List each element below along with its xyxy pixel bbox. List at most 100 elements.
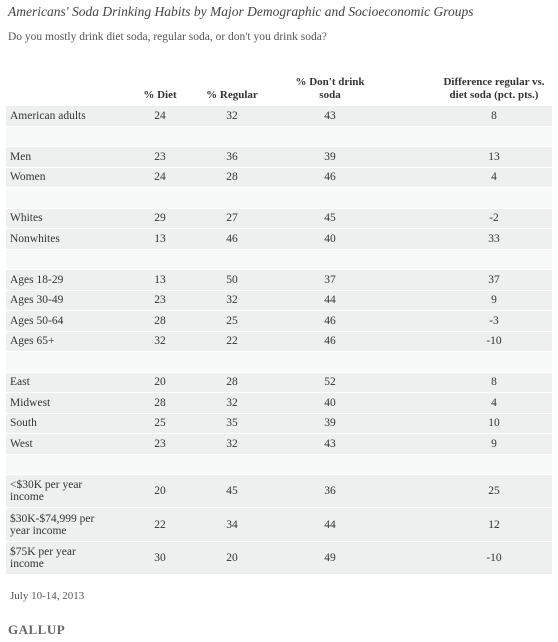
table-row: Nonwhites 13 46 40 33: [6, 229, 552, 250]
footnote: July 10-14, 2013: [10, 590, 85, 602]
cell-value: 52: [324, 376, 336, 389]
cell-value: 8: [491, 109, 497, 122]
table-row: West 23 32 43 9: [6, 434, 552, 455]
cell-value: 32: [154, 335, 166, 348]
cell-value: 33: [488, 232, 500, 245]
row-label: $75K per year income: [10, 545, 76, 570]
cell-value: 13: [488, 150, 500, 163]
cell-value: 44: [324, 518, 336, 531]
cell-value: 23: [154, 150, 166, 163]
cell-value: 37: [488, 273, 500, 286]
cell-value: 39: [324, 150, 336, 163]
table-row: Whites 29 27 45 -2: [6, 208, 552, 229]
subtitle: Do you mostly drink diet soda, regular s…: [8, 31, 327, 43]
table-row: American adults 24 32 43 8: [6, 106, 552, 127]
cell-value: 28: [154, 396, 166, 409]
cell-value: 45: [226, 485, 238, 498]
cell-value: 25: [154, 417, 166, 430]
row-label: $30K-$74,999 per year income: [10, 512, 95, 537]
table-row: Ages 50-64 28 25 46 -3: [6, 311, 552, 332]
cell-value: 36: [324, 485, 336, 498]
spacer-row: [6, 249, 552, 270]
cell-value: 37: [324, 273, 336, 286]
cell-value: 28: [226, 171, 238, 184]
spacer-row: [6, 352, 552, 373]
cell-value: 46: [324, 335, 336, 348]
cell-value: 20: [154, 376, 166, 389]
cell-value: -10: [486, 551, 502, 564]
cell-value: 46: [324, 314, 336, 327]
spacer-row: [6, 188, 552, 209]
cell-value: 32: [226, 396, 238, 409]
row-label: Whites: [10, 212, 43, 225]
row-label: Ages 65+: [10, 335, 55, 348]
cell-value: 25: [488, 485, 500, 498]
cell-value: 40: [324, 232, 336, 245]
row-label: Midwest: [10, 396, 51, 409]
spacer-row: [6, 126, 552, 147]
table-row: Ages 65+ 32 22 46 -10: [6, 331, 552, 352]
table-row: Ages 30-49 23 32 44 9: [6, 290, 552, 311]
column-header: % Diet: [143, 89, 177, 101]
cell-value: 9: [491, 294, 497, 307]
cell-value: 43: [324, 437, 336, 450]
cell-value: 10: [488, 417, 500, 430]
cell-value: 40: [324, 396, 336, 409]
row-label: South: [10, 417, 37, 430]
cell-value: 45: [324, 212, 336, 225]
cell-value: 20: [226, 551, 238, 564]
table-row: $75K per year income 30 20 49 -10: [6, 541, 552, 576]
cell-value: 50: [226, 273, 238, 286]
cell-value: 44: [324, 294, 336, 307]
table-row: $30K-$74,999 per year income 22 34 44 12: [6, 508, 552, 542]
row-label: American adults: [10, 109, 86, 122]
table-row: Women 24 28 46 4: [6, 167, 552, 188]
table-row: South 25 35 39 10: [6, 413, 552, 434]
row-label: Nonwhites: [10, 232, 60, 245]
cell-value: 24: [154, 171, 166, 184]
cell-value: 28: [226, 376, 238, 389]
cell-value: 22: [154, 518, 166, 531]
cell-value: 32: [226, 109, 238, 122]
row-label: Women: [10, 171, 46, 184]
row-label: Ages 30-49: [10, 294, 64, 307]
cell-value: 29: [154, 212, 166, 225]
cell-value: 30: [154, 551, 166, 564]
cell-value: 34: [226, 518, 238, 531]
cell-value: 27: [226, 212, 238, 225]
cell-value: 12: [488, 518, 500, 531]
row-label: East: [10, 376, 30, 389]
cell-value: 28: [154, 314, 166, 327]
cell-value: 25: [226, 314, 238, 327]
cell-value: 9: [491, 437, 497, 450]
cell-value: -3: [489, 314, 499, 327]
row-label: Ages 50-64: [10, 314, 64, 327]
cell-value: 13: [154, 273, 166, 286]
cell-value: 23: [154, 294, 166, 307]
cell-value: -2: [489, 212, 499, 225]
cell-value: 35: [226, 417, 238, 430]
cell-value: 32: [226, 294, 238, 307]
cell-value: -10: [486, 335, 502, 348]
cell-value: 46: [324, 171, 336, 184]
table-row: Men 23 36 39 13: [6, 147, 552, 168]
column-header: % Don't drink soda: [295, 76, 365, 101]
row-label: Ages 18-29: [10, 273, 64, 286]
column-header: % Regular: [206, 89, 258, 101]
table-row: <$30K per year income 20 45 36 25: [6, 475, 552, 509]
cell-value: 4: [491, 396, 497, 409]
spacer-row: [6, 454, 552, 475]
row-label: Men: [10, 150, 32, 163]
cell-value: 23: [154, 437, 166, 450]
cell-value: 39: [324, 417, 336, 430]
row-label: West: [10, 437, 33, 450]
column-header: Difference regular vs. diet soda (pct. p…: [443, 76, 545, 101]
title: Americans' Soda Drinking Habits by Major…: [8, 4, 474, 19]
cell-value: 36: [226, 150, 238, 163]
table-row: East 20 28 52 8: [6, 372, 552, 393]
cell-value: 49: [324, 551, 336, 564]
cell-value: 22: [226, 335, 238, 348]
cell-value: 24: [154, 109, 166, 122]
cell-value: 32: [226, 437, 238, 450]
